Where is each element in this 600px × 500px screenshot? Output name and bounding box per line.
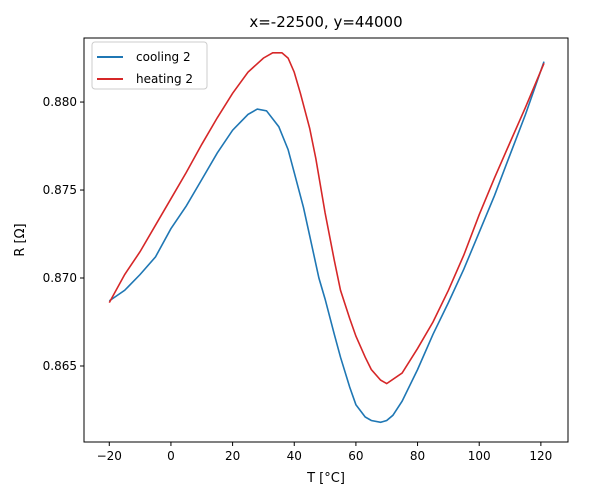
x-axis-label: T [°C] [306,471,345,486]
plot-frame [83,37,569,443]
y-tick-label: 0.865 [43,359,77,373]
y-tick-label: 0.880 [43,95,77,109]
x-tick-label: 60 [348,449,363,463]
y-tick-label: 0.870 [43,271,77,285]
x-tick-label: 0 [167,449,175,463]
legend: cooling 2 heating 2 [91,41,208,90]
y-tick-label: 0.875 [43,183,77,197]
series-line-heating-2 [108,51,545,385]
x-tick-label: 20 [225,449,240,463]
chart-title: x=-22500, y=44000 [249,13,402,31]
legend-label: cooling 2 [136,50,191,64]
x-tick-label: −20 [97,449,122,463]
y-axis-label: R [Ω] [13,223,28,256]
x-tick-label: 40 [287,449,302,463]
x-tick-label: 100 [468,449,491,463]
legend-label: heating 2 [136,72,193,86]
x-tick-label: 120 [529,449,552,463]
x-tick-label: 80 [410,449,425,463]
series-line-cooling-2 [108,61,545,424]
